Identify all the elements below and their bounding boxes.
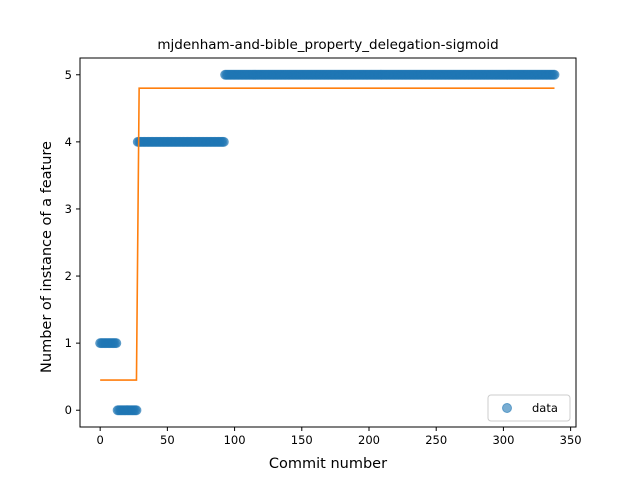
y-tick-label: 0 [65,403,72,417]
x-tick-label: 50 [160,433,175,447]
y-tick-label: 4 [65,135,72,149]
chart-title: mjdenham-and-bible_property_delegation-s… [157,37,498,53]
data-point [218,136,229,147]
data-point [111,338,122,349]
legend-label-data: data [532,401,558,415]
x-axis-label: Commit number [269,456,387,472]
legend-marker-data [502,403,512,413]
x-tick-label: 150 [291,433,313,447]
y-tick-label: 3 [65,202,72,216]
scatter-series-data [95,69,560,416]
plot-area: 0 50 100 150 200 250 300 350 0 1 2 3 4 5 [65,57,582,447]
legend-frame [487,394,571,422]
y-axis-label: Number of instance of a feature [39,141,55,373]
y-tick-label: 1 [65,336,72,350]
fit-line [100,87,555,381]
x-tick-label: 100 [224,433,246,447]
x-tick-label: 0 [96,433,103,447]
axes-frame [79,57,577,428]
x-tick-label: 300 [492,433,514,447]
y-tick-label: 5 [65,68,72,82]
x-tick-label: 350 [560,433,582,447]
data-point [549,69,560,80]
x-tick-label: 200 [358,433,380,447]
x-tick-label: 250 [425,433,447,447]
legend: data [487,394,571,422]
y-tick-label: 2 [65,269,72,283]
data-point [131,405,142,416]
